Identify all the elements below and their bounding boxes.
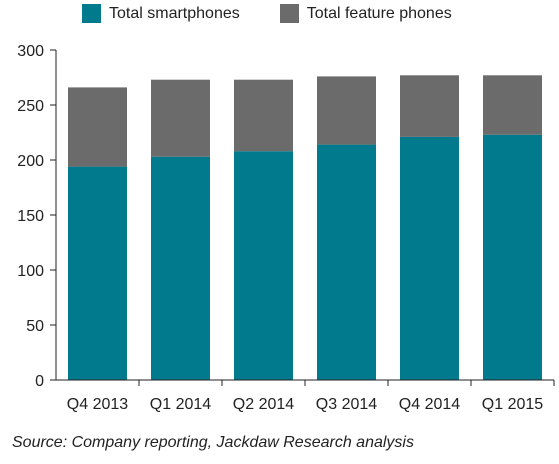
x-axis: Q4 2013 Q1 2014 Q2 2014 Q3 2014 Q4 2014 Q1 20… xyxy=(56,379,555,413)
bar-smartphones xyxy=(483,134,542,380)
legend-label-feature-phones: Total feature phones xyxy=(306,4,452,22)
legend-item-feature-phones: Total feature phones xyxy=(279,4,452,23)
x-tick-label: Q3 2014 xyxy=(316,396,377,413)
bar-smartphones xyxy=(68,166,127,380)
y-tick-label: 0 xyxy=(35,373,44,390)
y-tick-label: 150 xyxy=(17,208,44,225)
bar-feature-phones xyxy=(400,75,459,137)
legend-label-smartphones: Total smartphones xyxy=(109,4,240,22)
y-tick-label: 300 xyxy=(17,43,44,60)
bar-smartphones xyxy=(151,156,210,380)
y-tick-label: 200 xyxy=(17,153,44,170)
bar-feature-phones xyxy=(234,79,293,152)
y-tick-label: 250 xyxy=(17,98,44,115)
x-tick-label: Q2 2014 xyxy=(233,396,294,413)
bar-feature-phones xyxy=(317,76,376,145)
legend-swatch-feature-phones xyxy=(279,4,299,23)
x-tick-label: Q4 2013 xyxy=(67,396,128,413)
source-note: Source: Company reporting, Jackdaw Resea… xyxy=(12,434,414,451)
bar-smartphones xyxy=(400,136,459,380)
legend: Total smartphones Total feature phones xyxy=(82,4,452,23)
bar-feature-phones xyxy=(151,79,210,157)
y-axis: 0 50 100 150 200 250 300 xyxy=(17,43,57,390)
x-tick-label: Q1 2014 xyxy=(150,396,211,413)
y-tick-label: 100 xyxy=(17,263,44,280)
bars xyxy=(68,75,542,380)
bar-feature-phones xyxy=(68,87,127,167)
legend-swatch-smartphones xyxy=(82,4,101,23)
bar-smartphones xyxy=(317,144,376,380)
legend-item-smartphones: Total smartphones xyxy=(82,4,240,23)
x-tick-label: Q1 2015 xyxy=(482,396,543,413)
x-tick-label: Q4 2014 xyxy=(399,396,460,413)
bar-feature-phones xyxy=(483,75,542,135)
bar-smartphones xyxy=(234,151,293,380)
y-tick-label: 50 xyxy=(26,318,44,335)
